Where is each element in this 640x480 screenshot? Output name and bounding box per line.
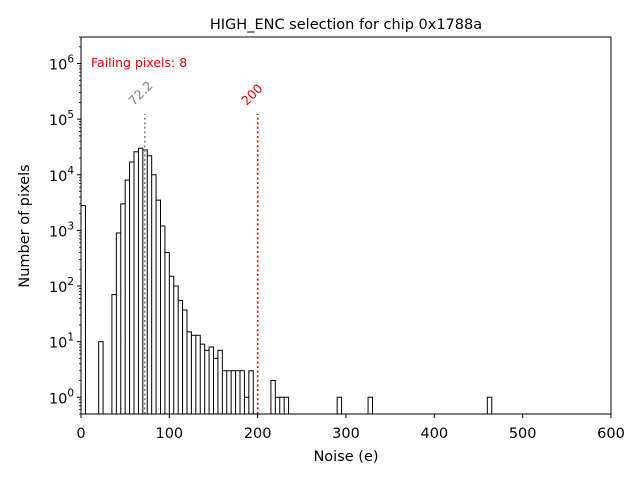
y-tick-label: 100 [49,387,74,407]
x-axis-label: Noise (e) [313,449,378,465]
y-axis-label: Number of pixels [17,164,33,287]
plot-area [80,114,493,415]
x-tick-label: 400 [420,426,448,442]
histogram-outline [80,147,493,415]
mean-noise-label: 72.2 [125,78,155,108]
y-axis-ticks: 100 101 102 103 104 105 106 [49,36,81,415]
x-axis-ticks: 0 100 200 300 400 500 600 [76,414,625,442]
x-tick-label: 500 [509,426,537,442]
y-tick-label: 106 [49,54,74,74]
y-tick-label: 104 [49,165,74,185]
x-tick-label: 300 [332,426,360,442]
x-tick-label: 0 [76,426,85,442]
y-tick-label: 105 [49,109,74,129]
x-tick-label: 200 [244,426,272,442]
x-tick-label: 100 [155,426,183,442]
chart-title: HIGH_ENC selection for chip 0x1788a [210,17,482,33]
x-tick-label: 600 [597,426,625,442]
y-tick-label: 103 [49,220,74,240]
y-tick-label: 101 [49,332,74,352]
threshold-label: 200 [238,81,266,109]
failing-pixels-label: Failing pixels: 8 [91,55,187,70]
y-tick-label: 102 [49,276,74,296]
